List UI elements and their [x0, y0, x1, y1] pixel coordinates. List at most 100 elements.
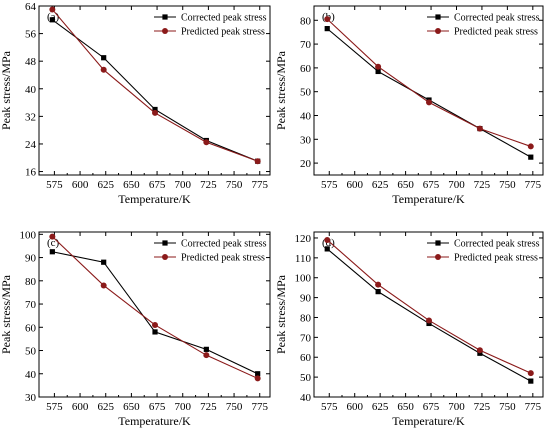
y-tick-label: 80: [300, 15, 312, 27]
plot-frame: [313, 231, 544, 398]
series-line-2: [326, 18, 531, 147]
x-tick-label: 750: [499, 401, 516, 413]
legend-marker-square: [162, 240, 168, 246]
legend-marker-circle: [435, 254, 441, 260]
data-point-corrected: [49, 249, 55, 255]
legend-label: Corrected peak stress: [454, 239, 540, 250]
x-tick-label: 675: [423, 179, 440, 191]
x-tick-label: 775: [251, 401, 268, 413]
x-tick-label: 725: [200, 179, 217, 191]
data-point-predicted: [426, 99, 433, 106]
panel-4: 575 600 625 650 675 700 725 750 775 40 50 60 70 80 90 1…: [274, 231, 544, 428]
data-point-predicted: [527, 143, 534, 150]
legend-label: Predicted peak stress: [454, 27, 538, 38]
data-point-corrected: [101, 55, 107, 61]
plot-frame: [38, 5, 271, 176]
x-tick-label: 725: [200, 401, 217, 413]
x-tick-label: 700: [174, 179, 191, 191]
legend-label: Predicted peak stress: [181, 27, 265, 38]
x-tick-label: 750: [499, 179, 516, 191]
legend-marker-square: [435, 240, 441, 246]
x-tick-label: 575: [46, 401, 63, 413]
y-tick-label: 100: [295, 273, 312, 285]
data-point-predicted: [254, 375, 261, 382]
y-tick-label: 40: [25, 84, 37, 96]
x-tick-label: 675: [423, 401, 440, 413]
y-axis-label: Peak stress/MPa: [0, 50, 13, 130]
y-axis-label: Peak stress/MPa: [274, 50, 288, 130]
panel-2: 575 600 625 650 675 700 725 750 775 20 30 40 50 60 70 8…: [274, 5, 544, 206]
x-tick-label: 725: [474, 179, 491, 191]
plot-frame: [313, 5, 544, 176]
y-tick-label: 60: [300, 63, 312, 75]
y-tick-label: 50: [25, 346, 37, 358]
x-tick-label: 700: [174, 401, 191, 413]
x-tick-label: 600: [346, 401, 363, 413]
y-tick-label: 110: [295, 253, 312, 265]
legend-label: Corrected peak stress: [181, 239, 267, 250]
y-tick-label: 100: [20, 229, 37, 241]
x-tick-label: 650: [123, 401, 140, 413]
data-point-predicted: [203, 352, 210, 359]
y-tick-label: 30: [300, 134, 312, 146]
data-point-predicted: [100, 66, 107, 73]
x-tick-label: 600: [72, 179, 89, 191]
y-tick-label: 40: [300, 110, 312, 122]
data-point-corrected: [152, 106, 158, 113]
data-point-predicted: [49, 6, 56, 13]
data-point-predicted: [476, 125, 483, 132]
y-tick-label: 80: [300, 312, 312, 324]
x-tick-label: 625: [372, 401, 389, 413]
panel-1: 575 600 625 650 675 700 725 750 775 16 24 32 40 48 56 6…: [0, 1, 271, 206]
y-tick-label: 50: [300, 372, 312, 384]
legend-marker-circle: [162, 254, 168, 260]
x-tick-label: 675: [149, 179, 166, 191]
y-tick-label: 30: [25, 392, 37, 404]
x-tick-label: 625: [372, 179, 389, 191]
x-tick-label: 775: [525, 179, 542, 191]
plot-frame: [38, 231, 271, 398]
x-tick-label: 650: [397, 179, 414, 191]
panel-3: 575 600 625 650 675 700 725 750 775 30 40 50 60 70 80 9…: [0, 229, 271, 428]
data-point-predicted: [152, 109, 159, 116]
x-tick-label: 700: [448, 179, 465, 191]
x-tick-label: 775: [525, 401, 542, 413]
y-tick-label: 40: [25, 369, 37, 381]
y-tick-label: 20: [300, 158, 312, 170]
y-tick-label: 64: [25, 1, 37, 13]
data-point-corrected: [101, 259, 107, 265]
y-tick-label: 50: [300, 87, 312, 99]
y-axis-label: Peak stress/MPa: [0, 274, 13, 354]
x-tick-label: 750: [226, 179, 243, 191]
data-point-predicted: [49, 233, 56, 240]
x-tick-label: 725: [474, 401, 491, 413]
data-point-predicted: [203, 139, 210, 146]
series-line-1: [52, 19, 258, 162]
data-point-corrected: [375, 289, 381, 295]
y-tick-label: 16: [25, 167, 37, 179]
x-tick-label: 775: [251, 179, 268, 191]
y-tick-label: 32: [25, 111, 36, 123]
legend-label: Predicted peak stress: [454, 253, 538, 264]
x-tick-label: 575: [321, 179, 338, 191]
data-point-corrected: [528, 378, 534, 384]
y-tick-label: 120: [295, 233, 312, 245]
x-tick-label: 675: [149, 401, 166, 413]
x-tick-label: 650: [123, 179, 140, 191]
data-point-predicted: [426, 317, 433, 324]
data-point-predicted: [100, 282, 107, 289]
y-tick-label: 60: [300, 352, 312, 364]
y-tick-label: 60: [25, 322, 37, 334]
data-point-predicted: [152, 321, 159, 328]
data-point-corrected: [203, 346, 209, 352]
x-axis-label: Temperature/K: [118, 192, 191, 206]
data-point-corrected: [324, 246, 330, 252]
data-point-corrected: [324, 26, 330, 32]
data-point-corrected: [255, 371, 261, 377]
data-point-predicted: [375, 63, 382, 70]
data-point-predicted: [324, 236, 331, 243]
x-tick-label: 600: [346, 179, 363, 191]
x-axis-label: Temperature/K: [392, 414, 465, 428]
x-axis-label: Temperature/K: [118, 414, 191, 428]
